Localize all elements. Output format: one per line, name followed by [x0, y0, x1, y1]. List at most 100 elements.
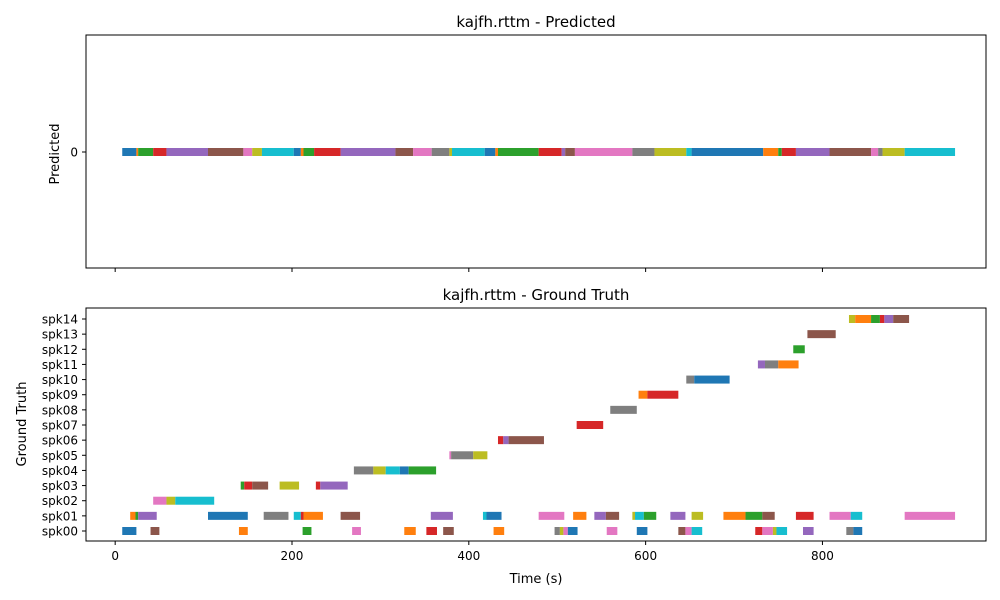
ground-truth-segment	[772, 527, 777, 535]
ground-truth-segment	[208, 511, 248, 520]
ground-truth-segment	[694, 375, 730, 384]
ground-truth-segment	[610, 405, 637, 414]
ground-truth-segment	[399, 466, 409, 475]
ground-truth-segment	[635, 511, 644, 520]
predicted-x-ticks	[114, 268, 823, 272]
ground-truth-y-ticks: spk00 spk01spk02spk03spk04spk05spk06spk07…	[42, 313, 86, 539]
predicted-y-ticks: 0	[70, 146, 86, 160]
ground-truth-axes-frame	[85, 307, 987, 542]
ground-truth-segment	[632, 511, 636, 520]
ground-truth-segment	[793, 345, 805, 354]
ground-truth-segment	[594, 511, 606, 520]
predicted-segment	[153, 148, 167, 156]
ground-truth-segment	[122, 527, 137, 535]
ground-truth-segment	[723, 511, 746, 520]
ground-truth-x-tick-label: 800	[811, 549, 834, 563]
ground-truth-segment	[240, 481, 245, 490]
ground-truth-segment	[638, 390, 648, 399]
ground-truth-segment	[175, 496, 215, 505]
ground-truth-segment	[647, 390, 679, 399]
ground-truth-segment	[855, 315, 872, 323]
ground-truth-y-tick-label: spk08	[42, 403, 78, 417]
ground-truth-y-tick-label: spk09	[42, 388, 78, 402]
ground-truth-segment	[606, 527, 618, 535]
ground-truth-segment	[853, 527, 863, 535]
ground-truth-segment	[373, 466, 386, 475]
ground-truth-segment	[252, 481, 269, 490]
ground-truth-segment	[166, 496, 176, 505]
ground-truth-y-tick-label: spk03	[42, 479, 78, 493]
ground-truth-segment	[807, 330, 836, 339]
ground-truth-y-tick-label: spk11	[42, 358, 78, 372]
predicted-segment	[904, 148, 956, 156]
ground-truth-segment	[430, 511, 453, 520]
ground-truth-ylabel: Ground Truth	[15, 382, 30, 467]
predicted-segment	[208, 148, 244, 156]
ground-truth-x-tick-label: 400	[457, 549, 480, 563]
ground-truth-segment	[567, 527, 578, 535]
predicted-segment	[431, 148, 450, 156]
ground-truth-segment	[605, 511, 620, 520]
ground-truth-y-tick-label: spk13	[42, 328, 78, 342]
ground-truth-y-tick-label: spk02	[42, 494, 78, 508]
ground-truth-segment	[303, 511, 323, 520]
ground-truth-segment	[340, 511, 361, 520]
predicted-segment	[122, 148, 137, 156]
predicted-segment	[763, 148, 779, 156]
ground-truth-segment	[893, 315, 910, 323]
ground-truth-segment	[493, 527, 505, 535]
ground-truth-segment	[138, 511, 157, 520]
ground-truth-panel: kajfh.rttm - Ground Truth Ground Truth s…	[15, 286, 987, 587]
ground-truth-y-tick-label: spk10	[42, 373, 78, 387]
predicted-axes-frame	[85, 34, 987, 269]
ground-truth-segment	[353, 466, 374, 475]
ground-truth-segment	[762, 511, 775, 520]
ground-truth-segment	[559, 527, 564, 535]
ground-truth-segment	[408, 466, 437, 475]
predicted-segment	[778, 148, 782, 156]
ground-truth-y-tick-label: spk14	[42, 313, 78, 327]
predicted-segment	[878, 148, 883, 156]
ground-truth-segment	[426, 527, 437, 535]
predicted-segment	[561, 148, 566, 156]
ground-truth-segment	[636, 527, 648, 535]
predicted-segment	[303, 148, 315, 156]
ground-truth-segment	[302, 527, 312, 535]
ground-truth-segment	[576, 421, 604, 429]
ground-truth-segment	[850, 511, 863, 520]
ground-truth-segment	[451, 451, 474, 460]
ground-truth-segment	[538, 511, 565, 520]
predicted-segment	[829, 148, 872, 156]
ground-truth-y-tick-label: spk04	[42, 464, 78, 478]
predicted-y-tick-label: 0	[70, 146, 78, 160]
predicted-segment	[166, 148, 209, 156]
ground-truth-x-ticks: 0 200 400 600 800	[111, 541, 834, 563]
predicted-segment	[654, 148, 687, 156]
predicted-segment	[781, 148, 796, 156]
predicted-segment	[871, 148, 879, 156]
predicted-segment	[882, 148, 905, 156]
predicted-segment	[538, 148, 562, 156]
ground-truth-y-tick-label: spk05	[42, 449, 78, 463]
predicted-segment	[413, 148, 432, 156]
ground-truth-segment	[879, 315, 885, 323]
predicted-segment	[138, 148, 154, 156]
ground-truth-segment	[563, 527, 568, 535]
ground-truth-segment	[238, 527, 248, 535]
predicted-segments	[122, 148, 956, 156]
ground-truth-y-tick-label: spk01	[42, 509, 78, 523]
ground-truth-segment	[846, 527, 854, 535]
ground-truth-y-tick-label: spk00	[42, 525, 78, 539]
ground-truth-x-tick-label: 200	[281, 549, 304, 563]
predicted-segment	[252, 148, 262, 156]
ground-truth-segment	[482, 511, 487, 520]
ground-truth-segment	[686, 375, 695, 384]
ground-truth-segment	[764, 360, 779, 369]
x-axis-label: Time (s)	[509, 572, 563, 587]
predicted-segment	[340, 148, 396, 156]
ground-truth-segment	[778, 360, 799, 369]
predicted-segment	[795, 148, 830, 156]
ground-truth-segment	[497, 436, 504, 445]
ground-truth-segment	[762, 527, 773, 535]
